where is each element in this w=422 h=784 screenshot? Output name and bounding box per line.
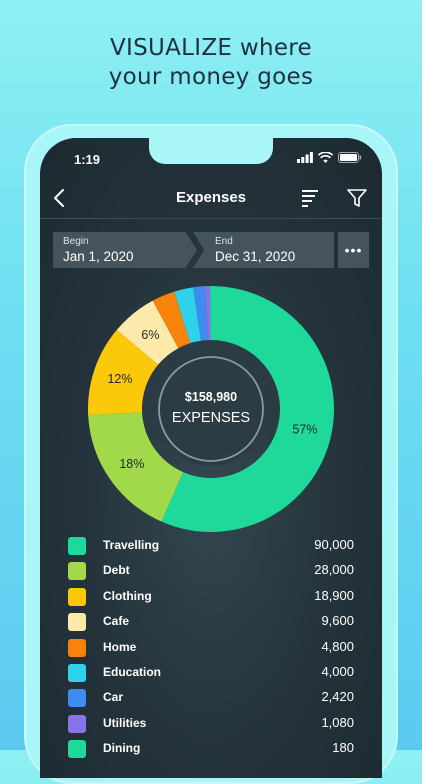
donut-center-ring bbox=[158, 356, 264, 462]
slice-percent-label: 18% bbox=[119, 457, 144, 471]
legend-row[interactable]: Home 4,800 bbox=[68, 636, 358, 661]
legend-swatch bbox=[68, 689, 86, 708]
slice-percent-label: 6% bbox=[141, 328, 159, 342]
donut-slice-dining[interactable] bbox=[210, 286, 211, 341]
legend-value: 2,420 bbox=[321, 689, 354, 705]
begin-date-value: Jan 1, 2020 bbox=[63, 249, 134, 264]
legend-value: 9,600 bbox=[321, 613, 354, 629]
legend-row[interactable]: Cafe 9,600 bbox=[68, 610, 358, 635]
donut-slice-clothing[interactable] bbox=[88, 329, 159, 416]
donut-slice-travelling[interactable] bbox=[161, 286, 334, 532]
legend-row[interactable]: Education 4,000 bbox=[68, 661, 358, 686]
legend-swatch bbox=[68, 740, 86, 759]
status-icons bbox=[297, 152, 362, 163]
legend-label: Home bbox=[103, 639, 137, 654]
app-screen: 1:19 Expenses Begin bbox=[40, 138, 382, 778]
nav-bar: Expenses bbox=[40, 178, 382, 219]
slice-percent-label: 57% bbox=[292, 422, 317, 436]
end-label: End bbox=[215, 236, 233, 247]
legend-list: Travelling 90,000 Debt 28,000 Clothing 18,900… bbox=[68, 534, 358, 763]
legend-label: Clothing bbox=[103, 588, 152, 603]
sort-icon[interactable] bbox=[300, 187, 322, 209]
headline-line-1: VISUALIZE where bbox=[109, 35, 313, 61]
donut-slice-car[interactable] bbox=[193, 286, 208, 341]
end-date-button[interactable]: End Dec 31, 2020 bbox=[193, 232, 334, 268]
legend-row[interactable]: Debt 28,000 bbox=[68, 559, 358, 584]
donut-slice-home[interactable] bbox=[152, 291, 191, 349]
donut-center bbox=[154, 352, 268, 466]
legend-swatch bbox=[68, 613, 86, 632]
donut-slice-debt[interactable] bbox=[88, 412, 184, 522]
more-options-button[interactable]: ••• bbox=[338, 232, 369, 268]
donut-slice-education[interactable] bbox=[174, 287, 201, 344]
donut-slice-cafe[interactable] bbox=[116, 300, 179, 365]
wifi-icon bbox=[318, 152, 333, 163]
battery-icon bbox=[338, 152, 362, 163]
legend-value: 4,800 bbox=[321, 638, 354, 654]
donut-slice-utilities[interactable] bbox=[204, 286, 211, 341]
legend-value: 18,900 bbox=[314, 587, 354, 603]
legend-row[interactable]: Clothing 18,900 bbox=[68, 585, 358, 610]
phone-notch bbox=[149, 138, 273, 164]
page-title: Expenses bbox=[175, 189, 247, 206]
back-arrow-icon[interactable] bbox=[48, 186, 72, 210]
legend-label: Education bbox=[103, 664, 162, 679]
filter-icon[interactable] bbox=[346, 187, 368, 209]
legend-swatch bbox=[68, 714, 86, 733]
total-amount: $158,980 bbox=[185, 390, 237, 404]
begin-date-button[interactable]: Begin Jan 1, 2020 bbox=[53, 232, 197, 268]
legend-row[interactable]: Utilities 1,080 bbox=[68, 712, 358, 737]
headline: VISUALIZE where your money goes bbox=[0, 34, 422, 92]
legend-value: 180 bbox=[332, 740, 354, 756]
slice-percent-label: 12% bbox=[107, 372, 132, 386]
end-date-value: Dec 31, 2020 bbox=[215, 249, 296, 264]
legend-swatch bbox=[68, 663, 86, 682]
legend-swatch bbox=[68, 638, 86, 657]
legend-label: Car bbox=[103, 690, 124, 705]
legend-row[interactable]: Car 2,420 bbox=[68, 686, 358, 711]
legend-swatch bbox=[68, 562, 86, 581]
begin-label: Begin bbox=[63, 236, 89, 247]
legend-swatch bbox=[68, 587, 86, 606]
legend-swatch bbox=[68, 537, 86, 555]
expenses-donut-chart: $158,980 EXPENSES 57% 18% 12% 6% bbox=[88, 286, 334, 532]
legend-value: 1,080 bbox=[321, 714, 354, 730]
legend-value: 28,000 bbox=[314, 562, 354, 578]
total-label: EXPENSES bbox=[172, 410, 250, 426]
legend-label: Cafe bbox=[103, 614, 130, 629]
legend-label: Dining bbox=[103, 741, 141, 756]
legend-value: 4,000 bbox=[321, 663, 354, 679]
status-time: 1:19 bbox=[74, 152, 101, 167]
date-range-bar: Begin Jan 1, 2020 End Dec 31, 2020 ••• bbox=[53, 232, 369, 268]
legend-label: Utilities bbox=[103, 715, 147, 730]
legend-value: 90,000 bbox=[314, 537, 354, 552]
cellular-signal-icon bbox=[297, 152, 313, 163]
legend-row[interactable]: Travelling 90,000 bbox=[68, 534, 358, 559]
legend-label: Debt bbox=[103, 563, 130, 578]
legend-label: Travelling bbox=[103, 538, 160, 552]
headline-line-2: your money goes bbox=[108, 64, 314, 90]
